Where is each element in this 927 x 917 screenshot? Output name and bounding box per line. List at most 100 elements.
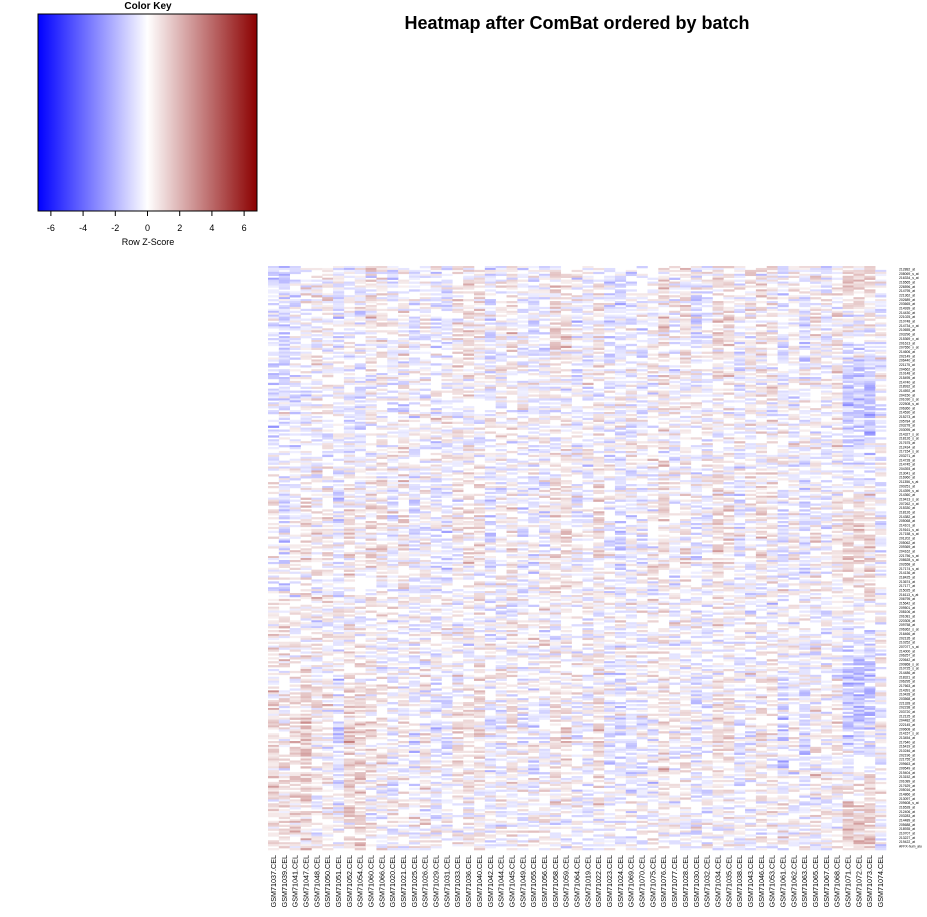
heatmap-cell [593,482,605,485]
heatmap-cell [311,279,323,282]
heatmap-cell [723,289,735,292]
heatmap-cell [788,456,800,460]
heatmap-cell [680,425,692,428]
heatmap-cell [539,507,551,510]
heatmap-cell [506,410,518,413]
heatmap-cell [549,454,562,458]
heatmap-cell [582,386,594,389]
heatmap-cell [777,517,789,520]
heatmap-cell [333,293,345,296]
heatmap-cell [582,322,594,325]
heatmap-cell [343,458,356,461]
heatmap-cell [452,343,464,347]
color-key-xlabel: Row Z-Score [122,237,175,247]
heatmap-cell [268,396,280,399]
heatmap-cell [268,404,280,407]
heatmap-cell [549,513,562,516]
heatmap-cell [636,373,648,376]
heatmap-cell [300,328,312,331]
heatmap-cell [712,371,724,374]
heatmap-cell [430,478,442,481]
heatmap-cell [408,413,421,417]
heatmap-cell [268,394,280,397]
heatmap-cell [853,392,865,395]
heatmap-cell [658,386,670,389]
heatmap-cell [571,285,583,288]
heatmap-cell [788,417,800,421]
heatmap-cell [712,454,724,458]
heatmap-cell [853,396,865,399]
heatmap-cell [755,394,768,397]
heatmap-cell [820,423,833,426]
heatmap-cell [278,314,290,317]
heatmap-cell [625,470,637,473]
heatmap-cell [441,402,453,405]
heatmap-cell [777,429,789,432]
heatmap-cell [311,283,323,286]
heatmap-cell [495,485,507,489]
heatmap-cell [669,287,681,290]
heatmap-cell [864,365,876,368]
heatmap-cell [788,460,800,463]
heatmap-cell [799,448,811,452]
heatmap-cell [766,390,778,393]
heatmap-cell [701,312,713,315]
heatmap-cell [560,417,572,421]
heatmap-cell [647,365,659,368]
heatmap-cell [625,484,637,487]
heatmap-cell [669,376,681,380]
heatmap-cell [376,448,388,452]
heatmap-cell [680,376,692,380]
heatmap-cell [495,412,507,415]
heatmap-cell [875,273,887,277]
heatmap-cell [506,334,518,337]
heatmap-cell [354,515,366,518]
heatmap-cell [614,458,627,461]
heatmap-cell [311,287,323,290]
heatmap-cell [322,297,334,300]
heatmap-cell [517,285,529,288]
heatmap-cell [820,400,833,403]
heatmap-cell [430,517,442,520]
heatmap-cell [398,431,410,434]
heatmap-cell [734,339,746,343]
heatmap-cell [268,281,280,284]
heatmap-cell [289,326,301,329]
heatmap-cell [549,480,562,483]
heatmap-cell [343,402,356,405]
heatmap-cell [474,447,486,450]
heatmap-cell [636,363,648,366]
heatmap-cell [408,326,421,329]
heatmap-cell [853,404,865,407]
heatmap-cell [831,423,843,426]
heatmap-cell [820,334,833,337]
heatmap-cell [658,302,670,306]
heatmap-cell [701,355,713,358]
heatmap-cell [441,324,453,327]
heatmap-cell [430,355,442,358]
heatmap-cell [289,365,301,368]
heatmap-cell [788,485,800,489]
heatmap-cell [810,363,822,366]
heatmap-cell [810,447,822,450]
heatmap-cell [278,355,290,358]
heatmap-cell [582,443,594,446]
heatmap-cell [517,343,529,347]
heatmap-cell [354,456,366,460]
heatmap-cell [820,266,833,269]
heatmap-cell [549,493,562,497]
heatmap-cell [669,410,681,413]
heatmap-cell [853,503,865,506]
heatmap-cell [755,480,768,483]
heatmap-cell [484,487,496,491]
heatmap-cell [441,425,453,428]
heatmap-cell [333,277,345,280]
heatmap-cell [365,314,377,317]
heatmap-cell [712,429,724,432]
heatmap-cell [441,369,453,372]
heatmap-cell [864,482,876,485]
heatmap-cell [495,456,507,460]
heatmap-cell [528,435,540,438]
heatmap-cell [810,349,822,352]
heatmap-cell [723,470,735,473]
